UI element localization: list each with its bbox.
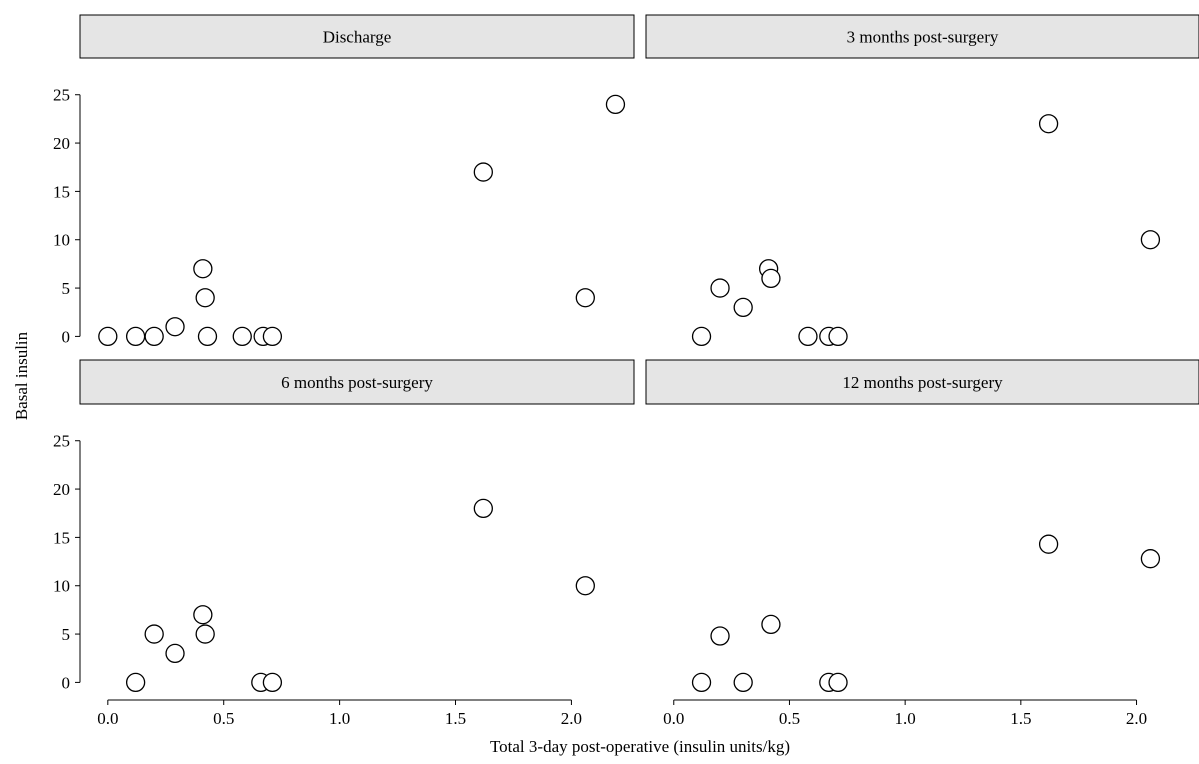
y-tick-label: 20 bbox=[53, 134, 70, 153]
x-tick-label: 2.0 bbox=[1126, 709, 1147, 728]
data-point bbox=[144, 624, 164, 644]
data-point bbox=[125, 672, 146, 693]
data-point bbox=[1140, 230, 1161, 250]
data-point bbox=[1140, 549, 1161, 569]
x-tick-label: 0.0 bbox=[663, 709, 684, 728]
y-tick-label: 10 bbox=[53, 577, 70, 596]
data-point bbox=[1038, 534, 1059, 554]
x-axis-title: Total 3-day post-operative (insulin unit… bbox=[490, 737, 790, 756]
data-point bbox=[125, 326, 146, 347]
x-tick-label: 1.0 bbox=[895, 709, 916, 728]
panel-3: 6 months post-surgery 0 5 10 15 20 25 0.0 0.5 1.0… bbox=[53, 359, 635, 728]
x-tick-label: 0.5 bbox=[779, 709, 800, 728]
data-point bbox=[733, 672, 753, 693]
y-tick-label: 15 bbox=[53, 182, 70, 201]
data-point bbox=[733, 297, 753, 318]
data-point bbox=[232, 326, 252, 347]
data-point bbox=[473, 162, 493, 182]
panel-strip bbox=[645, 14, 1199, 59]
data-point bbox=[828, 326, 848, 347]
data-point bbox=[710, 626, 730, 646]
data-point bbox=[195, 624, 215, 644]
x-tick-label: 0.0 bbox=[97, 709, 118, 728]
data-point bbox=[691, 672, 712, 693]
data-point bbox=[575, 576, 595, 596]
data-point bbox=[575, 288, 595, 308]
y-axis-title: Basal insulin bbox=[12, 331, 31, 420]
x-tick-label: 1.0 bbox=[329, 709, 350, 728]
x-tick-label: 1.5 bbox=[1010, 709, 1031, 728]
panel-title: 6 months post-surgery bbox=[281, 373, 433, 392]
data-point bbox=[828, 672, 848, 693]
data-point bbox=[605, 94, 626, 115]
x-tick-label: 2.0 bbox=[561, 709, 582, 728]
y-tick-label: 15 bbox=[53, 528, 70, 547]
data-point bbox=[798, 326, 818, 347]
panel-strip bbox=[645, 359, 1199, 405]
y-tick-label: 0 bbox=[62, 327, 71, 346]
y-tick-label: 25 bbox=[53, 432, 70, 451]
data-point bbox=[262, 672, 283, 693]
data-point bbox=[473, 498, 493, 519]
data-point bbox=[761, 268, 781, 289]
data-point bbox=[197, 326, 218, 347]
data-point bbox=[195, 288, 215, 308]
panel-title: Discharge bbox=[323, 28, 392, 47]
data-point bbox=[193, 259, 213, 279]
data-point bbox=[193, 605, 213, 625]
y-tick-label: 20 bbox=[53, 480, 70, 499]
y-tick-label: 0 bbox=[62, 673, 71, 692]
data-point bbox=[761, 614, 781, 635]
data-point bbox=[98, 326, 118, 347]
panel-strip bbox=[79, 359, 635, 405]
data-point bbox=[144, 326, 164, 347]
panel-2: 3 months post-surgery bbox=[645, 14, 1199, 347]
x-tick-label: 1.5 bbox=[445, 709, 466, 728]
panel-1: Discharge 0 5 10 15 20 25 bbox=[53, 14, 635, 347]
data-point bbox=[165, 317, 185, 337]
y-tick-label: 5 bbox=[62, 279, 71, 298]
panel-strip bbox=[79, 14, 635, 59]
y-tick-label: 5 bbox=[62, 625, 71, 644]
panel-title: 3 months post-surgery bbox=[847, 28, 999, 47]
panel-4: 12 months post-surgery 0.0 0.5 1.0 1.5 2.0 bbox=[645, 359, 1199, 728]
panel-title: 12 months post-surgery bbox=[842, 373, 1003, 392]
y-tick-label: 25 bbox=[53, 86, 70, 105]
data-point bbox=[710, 278, 730, 298]
data-point bbox=[262, 326, 283, 347]
y-tick-label: 10 bbox=[53, 231, 70, 250]
data-point bbox=[691, 326, 712, 347]
data-point bbox=[165, 643, 185, 664]
x-tick-label: 0.5 bbox=[213, 709, 234, 728]
data-point bbox=[1038, 114, 1059, 134]
